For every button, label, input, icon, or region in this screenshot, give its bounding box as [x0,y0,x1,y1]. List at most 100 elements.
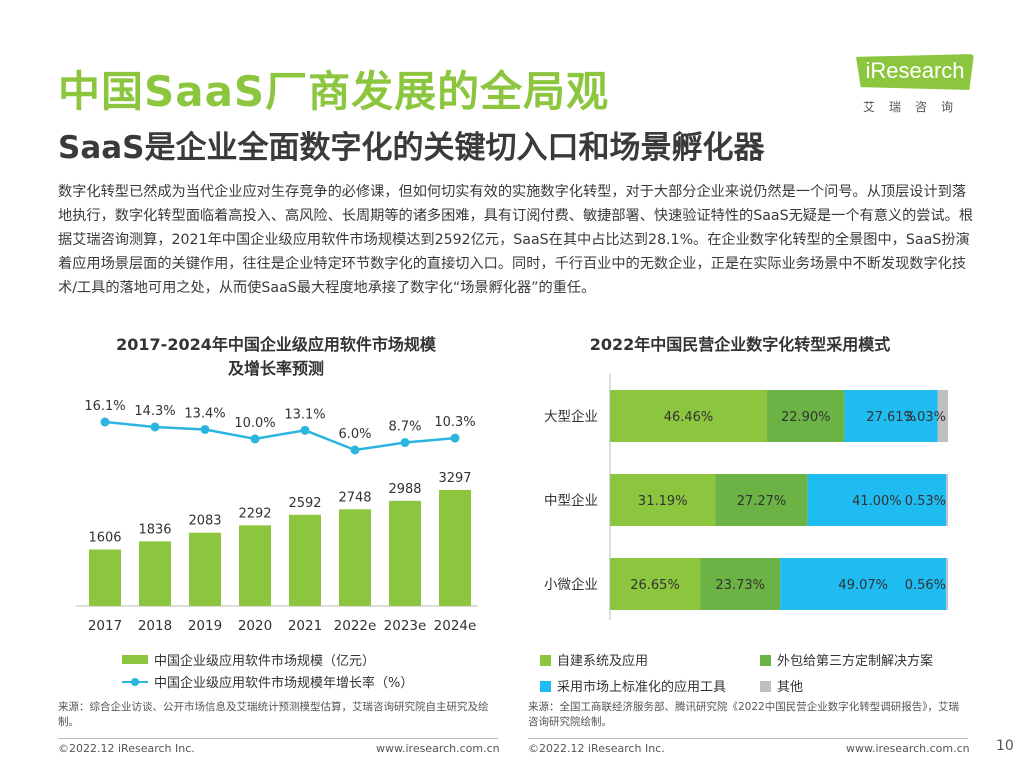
right-footer-divider [528,738,968,739]
adoption-segment-label: 46.46% [664,410,714,425]
growth-rate-line [104,420,456,452]
growth-rate-label: 13.4% [184,406,225,421]
adoption-chart-legend: 自建系统及应用 外包给第三方定制解决方案 采用市场上标准化的应用工具 其他 [540,650,980,695]
market-bar-label: 2292 [238,506,271,521]
market-bar [189,532,221,606]
market-x-tick-label: 2019 [188,618,222,634]
legend-label-standard-tools: 采用市场上标准化的应用工具 [557,680,727,695]
page-subtitle: SaaS是企业全面数字化的关键切入口和场景孵化器 [58,130,765,166]
adoption-segment [700,558,781,610]
legend-swatch-other [760,681,771,692]
market-bar-label: 2988 [388,482,421,497]
market-x-tick-label: 2021 [288,618,322,634]
market-chart-title-line2: 及增长率预测 [227,359,324,378]
growth-rate-point [250,434,260,444]
market-bar-label: 2083 [188,514,221,529]
growth-rate-point [350,445,360,455]
market-bar [439,489,471,606]
adoption-segment-label: 3.03% [905,410,946,425]
right-footer-copyright: ©2022.12 iResearch Inc. [528,742,665,755]
adoption-segment [946,558,949,610]
adoption-segment [610,390,768,442]
market-x-tick-label: 2024e [434,618,477,634]
adoption-segment-label: 31.19% [638,494,688,509]
market-bar [89,549,121,606]
adoption-segment-label: 23.73% [715,578,765,593]
left-footer-url: www.iresearch.com.cn [376,742,500,755]
market-bar-label: 1836 [138,522,171,537]
adoption-category-label: 小微企业 [544,576,598,593]
adoption-segment [844,390,938,442]
adoption-segment [715,474,808,526]
right-footer-url: www.iresearch.com.cn [846,742,970,755]
logo-badge [856,54,974,90]
adoption-segment-label: 22.90% [781,410,831,425]
adoption-segment-label: 41.00% [852,494,902,509]
adoption-segment [937,390,948,442]
growth-rate-label: 16.1% [84,399,125,414]
market-bar [139,541,171,606]
legend-item-standard-tools: 采用市场上标准化的应用工具 [540,676,726,695]
logo-cn-text: 艾瑞咨询 [862,100,967,114]
market-bar [389,500,421,606]
adoption-segment [780,558,947,610]
growth-rate-label: 10.3% [434,415,475,430]
adoption-segment-label: 0.56% [905,578,946,593]
legend-swatch-line [122,677,148,687]
growth-rate-point [300,425,310,435]
adoption-segment [767,390,845,442]
legend-label-growth-rate: 中国企业级应用软件市场规模年增长率（%） [154,676,414,691]
adoption-segment-label: 26.65% [630,578,680,593]
market-size-chart: 1606 2017 1836 2018 2083 2019 2292 2020 2592 2021… [76,399,478,634]
market-bar [239,525,271,606]
market-x-tick-label: 2020 [238,618,272,634]
legend-label-other: 其他 [777,680,804,695]
growth-rate-point [200,424,210,434]
legend-item-self-built: 自建系统及应用 [540,650,648,669]
growth-rate-point [100,417,110,427]
market-x-tick-label: 2018 [138,618,172,634]
market-chart-title: 2017-2024年中国企业级应用软件市场规模 及增长率预测 [66,333,486,381]
legend-label-outsourced: 外包给第三方定制解决方案 [777,654,934,669]
page-title: 中国SaaS厂商发展的全局观 [58,67,610,116]
market-x-tick-label: 2017 [88,618,122,634]
growth-rate-label: 14.3% [134,404,175,419]
market-x-tick-label: 2023e [384,618,427,634]
intro-paragraph: 数字化转型已然成为当代企业应对生存竞争的必修课，但如何切实有效的实施数字化转型，… [58,184,974,296]
legend-item-growth-rate: 中国企业级应用软件市场规模年增长率（%） [122,672,413,691]
legend-swatch-bar [122,655,148,664]
legend-item-other: 其他 [760,676,803,695]
adoption-segment-label: 0.53% [905,494,946,509]
legend-swatch-standard-tools [540,681,551,692]
market-bar [339,509,371,606]
legend-label-market-size: 中国企业级应用软件市场规模（亿元） [154,654,376,669]
legend-item-outsourced: 外包给第三方定制解决方案 [760,650,933,669]
growth-rate-label: 6.0% [338,427,371,442]
market-bar [289,514,321,606]
adoption-category-label: 中型企业 [544,492,598,509]
market-bar-label: 3297 [438,471,471,486]
growth-rate-point [450,433,460,443]
legend-label-self-built: 自建系统及应用 [557,654,649,669]
legend-item-market-size: 中国企业级应用软件市场规模（亿元） [122,650,375,669]
market-x-tick-label: 2022e [334,618,377,634]
adoption-category-label: 大型企业 [544,408,598,425]
left-source-note: 来源：综合企业访谈、公开市场信息及艾瑞统计预测模型估算，艾瑞咨询研究院自主研究及… [58,701,489,728]
adoption-segment-label: 27.27% [737,494,787,509]
adoption-segment [807,474,947,526]
adoption-mode-chart: 大型企业 46.46% 22.90% 27.61%3.03% 中型企业 31.19% 27.… [544,374,949,620]
page-number: 10 [996,738,1014,754]
iresearch-logo: iResearch 艾瑞咨询 [842,50,982,120]
left-footer-divider [58,738,498,739]
adoption-segment-label: 49.07% [838,578,888,593]
adoption-segment [610,558,701,610]
market-chart-title-line1: 2017-2024年中国企业级应用软件市场规模 [116,335,436,354]
market-bar-label: 1606 [88,530,121,545]
right-source-note: 来源：全国工商联经济服务部、腾讯研究院《2022中国民营企业数字化转型调研报告》… [528,701,959,728]
adoption-segment-label: 27.61% [866,410,916,425]
growth-rate-point [150,422,160,432]
adoption-segment [946,474,948,526]
growth-rate-label: 8.7% [388,420,421,435]
legend-swatch-outsourced [760,655,771,666]
growth-rate-label: 13.1% [284,407,325,422]
